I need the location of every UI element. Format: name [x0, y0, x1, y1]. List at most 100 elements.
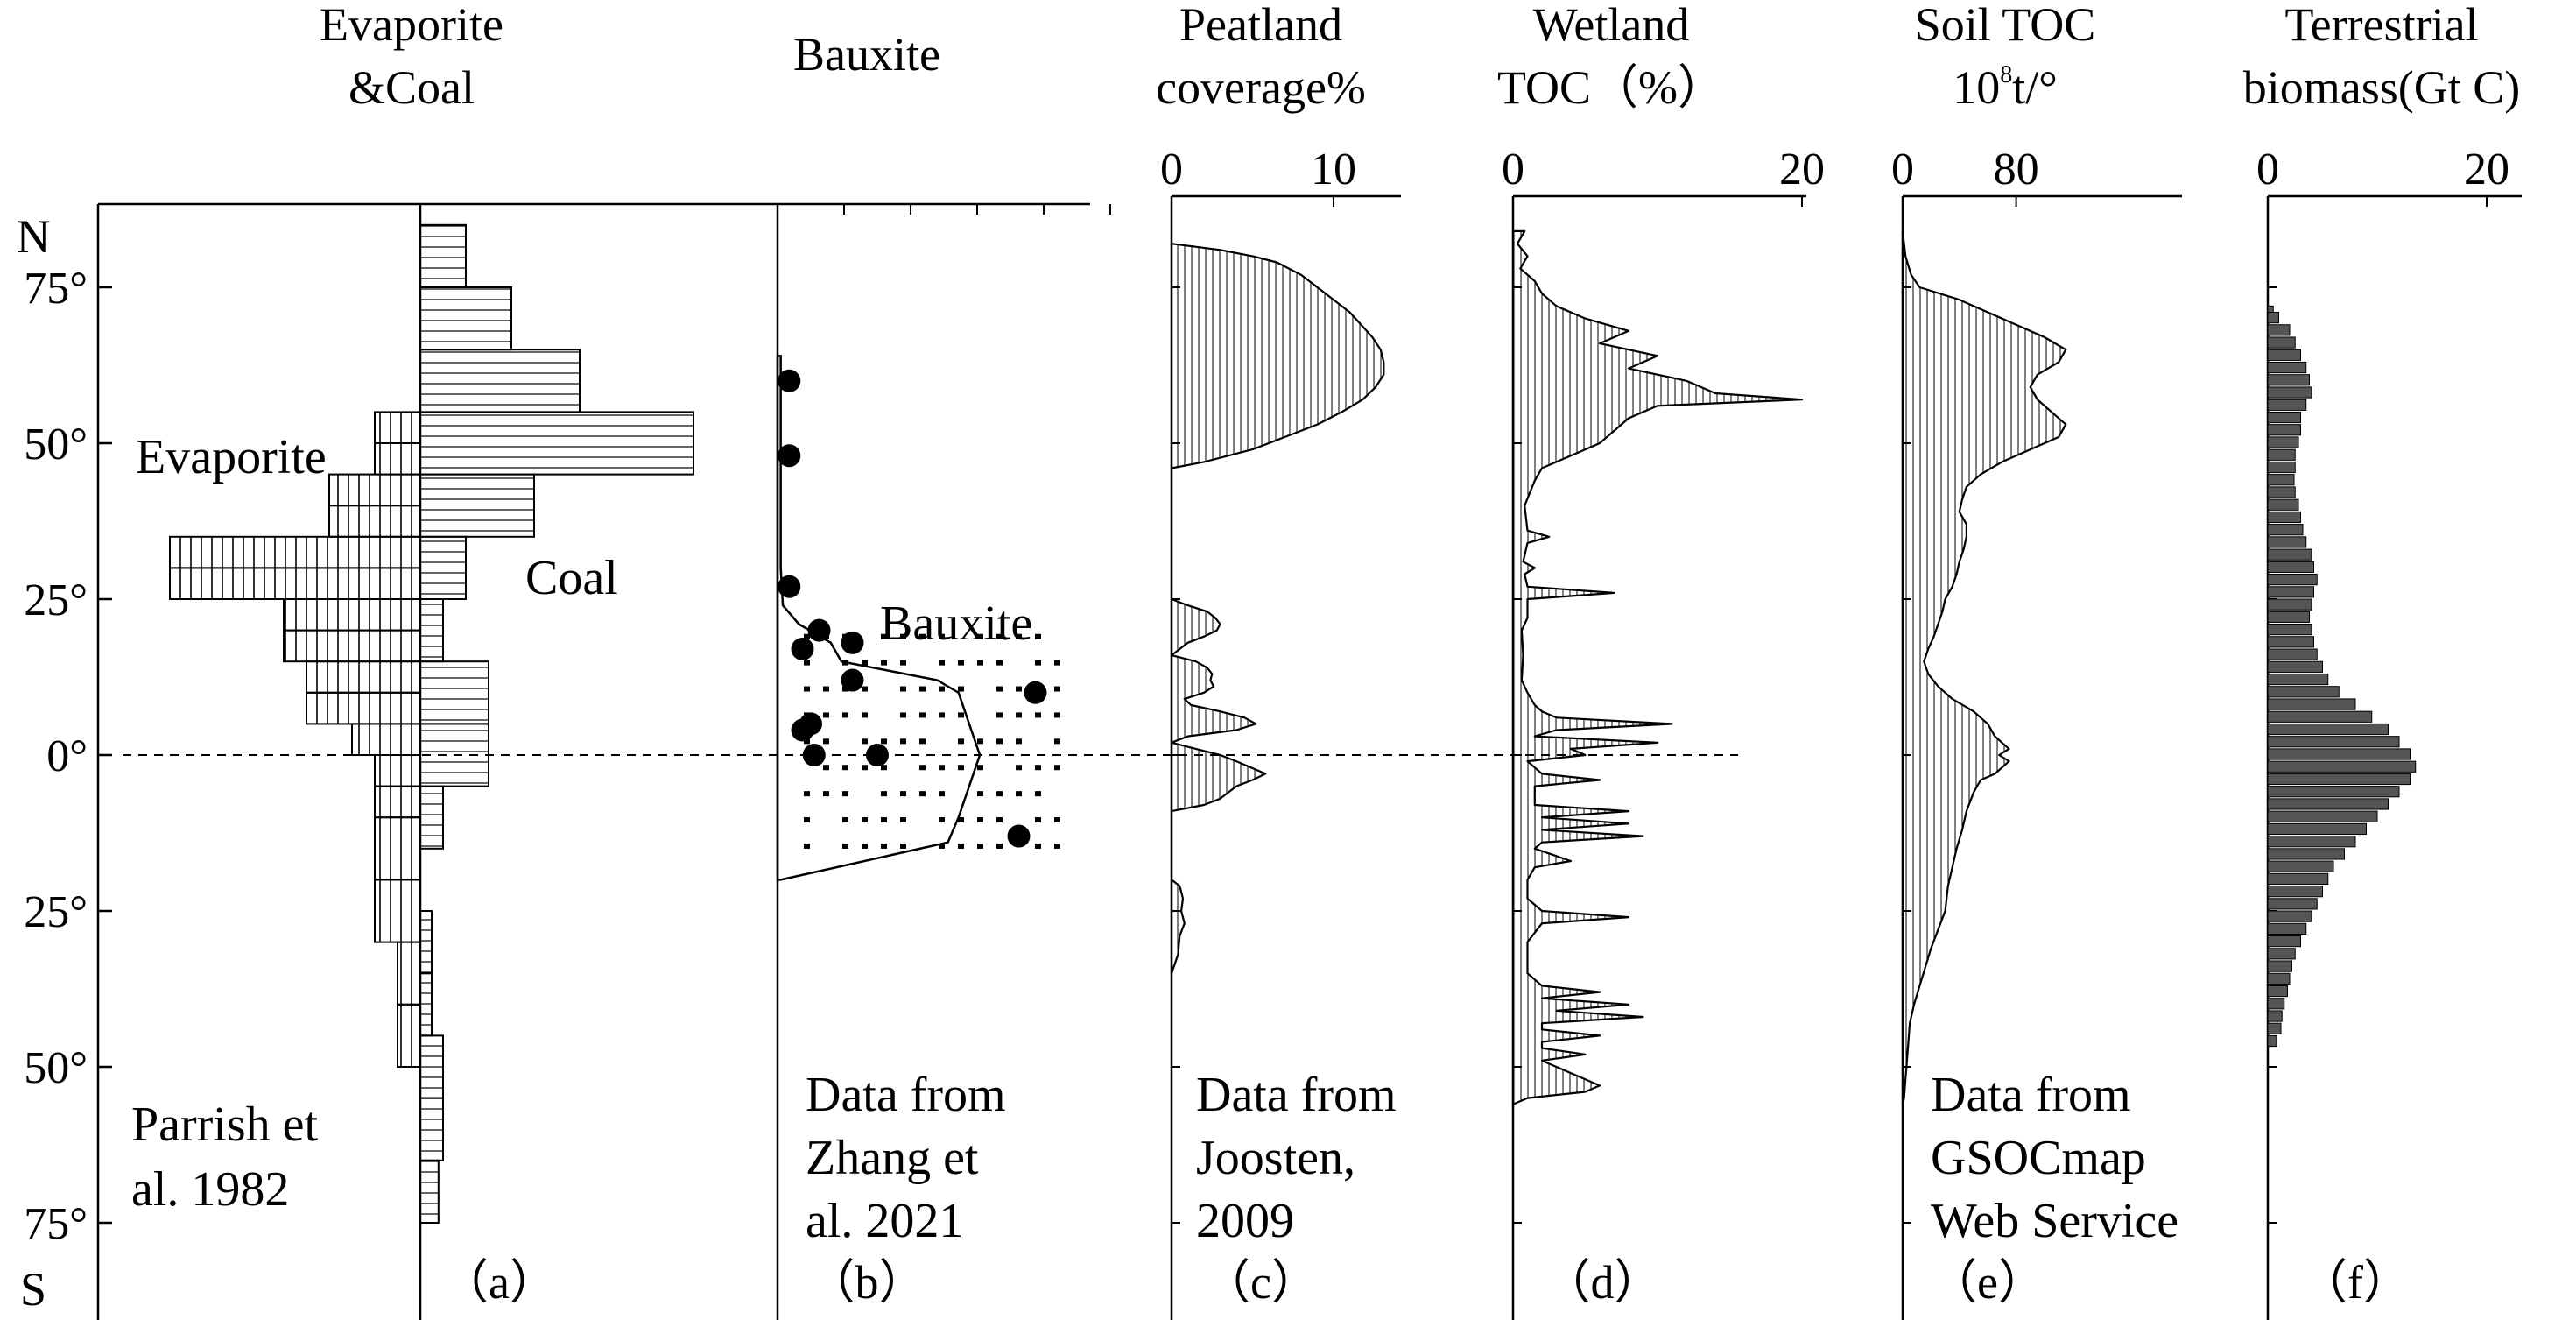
peatland-profile: [1170, 243, 1385, 975]
biomass-bar: [2267, 922, 2307, 935]
bauxite-stipple: [977, 791, 983, 797]
bauxite-stipple: [842, 817, 848, 823]
bauxite-stipple: [996, 686, 1003, 692]
panel-label-d: （d）: [1544, 1256, 1662, 1309]
bauxite-stipple: [996, 660, 1003, 666]
panel-label-b: （b）: [808, 1256, 926, 1309]
evaporite-bar: [283, 629, 421, 663]
bauxite-stipple: [823, 791, 829, 797]
evaporite-bars: [169, 411, 421, 1069]
panel-b: Bauxite Data from Zhang et al. 2021 （b）: [776, 204, 1111, 1320]
panel-c-tick-label: 10: [1311, 145, 1356, 194]
title-d-line1: Wetland: [1533, 0, 1690, 51]
bauxite-stipple: [919, 712, 926, 718]
evaporite-bar: [351, 723, 421, 757]
biomass-bar: [2267, 611, 2310, 623]
biomass-bar: [2267, 474, 2295, 486]
biomass-bar: [2267, 511, 2301, 524]
bauxite-stipple: [862, 765, 868, 771]
source-e-line3: Web Service: [1931, 1194, 2178, 1248]
panel-d-tick-label: 0: [1502, 145, 1524, 194]
biomass-bar: [2267, 736, 2400, 748]
bauxite-point: [1024, 681, 1047, 704]
bauxite-stipple: [900, 843, 906, 849]
biomass-bar: [2267, 574, 2318, 586]
biomass-bar: [2267, 311, 2279, 324]
coal-bar: [419, 910, 433, 975]
panel-e-tick-label: 0: [1891, 145, 1914, 194]
title-e-line1: Soil TOC: [1915, 0, 2096, 51]
bauxite-stipple: [996, 633, 1003, 639]
bauxite-stipple: [881, 660, 887, 666]
bauxite-stipple: [900, 660, 906, 666]
biomass-bar: [2267, 561, 2314, 574]
bauxite-stipple: [977, 843, 983, 849]
peatland-area: [1170, 243, 1385, 975]
evaporite-bar: [397, 941, 421, 1006]
evaporite-bar: [169, 535, 421, 569]
bauxite-stipple: [804, 633, 810, 639]
evaporite-bar: [283, 598, 421, 632]
biomass-bar: [2267, 773, 2411, 786]
bauxite-stipple: [862, 686, 868, 692]
lat-tick-label: 25°: [24, 575, 88, 625]
biomass-bar: [2267, 361, 2307, 374]
evaporite-bar: [328, 473, 421, 507]
bauxite-stipple: [1054, 660, 1060, 666]
bauxite-stipple: [919, 633, 926, 639]
coal-bar: [419, 598, 444, 663]
bauxite-point: [866, 744, 889, 766]
biomass-bar: [2267, 798, 2389, 810]
biomass-bar: [2267, 1022, 2282, 1034]
bauxite-stipple: [996, 817, 1003, 823]
bauxite-stipple: [919, 686, 926, 692]
bauxite-stipple: [996, 738, 1003, 745]
source-b-line1: Data from: [806, 1068, 1006, 1122]
wetland-toc-area: [1511, 229, 1804, 1105]
biomass-bar: [2267, 985, 2288, 998]
biomass-bar: [2267, 1010, 2283, 1022]
evaporite-label: Evaporite: [136, 430, 327, 484]
bauxite-point: [802, 744, 826, 766]
bauxite-stipple: [900, 686, 906, 692]
bauxite-point: [778, 444, 801, 468]
title-a-line2: &Coal: [348, 61, 475, 114]
source-e-line2: GSOCmap: [1931, 1131, 2146, 1185]
source-c-line1: Data from: [1196, 1068, 1397, 1122]
biomass-bar: [2267, 424, 2301, 436]
biomass-bar: [2267, 349, 2301, 361]
biomass-bar: [2267, 448, 2296, 461]
bauxite-stipple: [996, 791, 1003, 797]
bauxite-stipple: [1054, 738, 1060, 745]
biomass-bar: [2267, 411, 2301, 424]
panel-label-c: （c）: [1203, 1256, 1319, 1309]
bauxite-stipple: [1054, 817, 1060, 823]
coal-bar: [419, 1159, 440, 1225]
biomass-bar: [2267, 860, 2334, 872]
bauxite-stipple: [1035, 817, 1041, 823]
bauxite-stipple: [996, 712, 1003, 718]
biomass-bar: [2267, 786, 2400, 798]
coal-bar: [419, 349, 581, 413]
bauxite-stipple: [900, 791, 906, 797]
bauxite-stipple: [842, 843, 848, 849]
coal-bars: [419, 223, 694, 1225]
bauxite-stipple: [939, 765, 945, 771]
lat-tick-label: 50°: [24, 1043, 88, 1093]
bauxite-stipple: [919, 738, 926, 745]
title-d-line2: TOC（%）: [1497, 61, 1725, 114]
bauxite-stipple: [900, 633, 906, 639]
bauxite-stipple: [1054, 712, 1060, 718]
evaporite-bar: [374, 411, 421, 444]
biomass-bar: [2267, 810, 2378, 822]
bauxite-stipple: [939, 686, 945, 692]
biomass-bar: [2267, 910, 2312, 922]
bauxite-point: [807, 618, 831, 642]
biomass-bar: [2267, 935, 2301, 948]
title-e-ten: 10: [1953, 61, 2000, 114]
bauxite-stipple: [939, 791, 945, 797]
panel-e-tick-label: 80: [1994, 145, 2039, 194]
source-c-line2: Joosten,: [1196, 1131, 1355, 1185]
biomass-bar: [2267, 623, 2312, 636]
biomass-bar: [2267, 960, 2292, 972]
